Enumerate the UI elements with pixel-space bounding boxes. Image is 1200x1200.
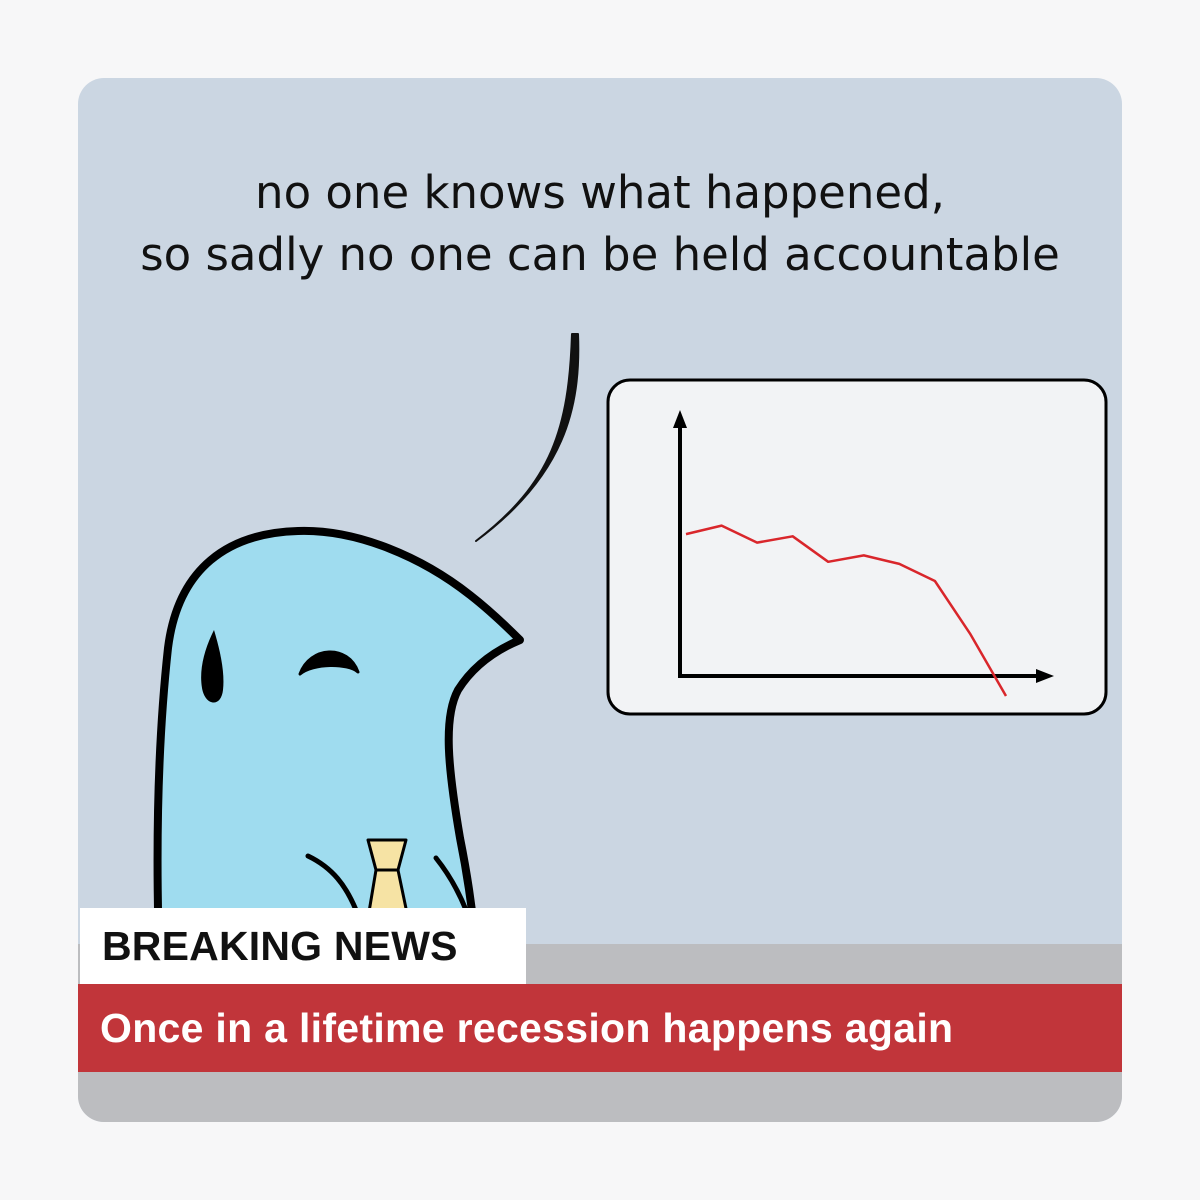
wing-stroke-left	[305, 853, 359, 913]
speech-line-1: no one knows what happened,	[255, 166, 945, 219]
news-headline: Once in a lifetime recession happens aga…	[100, 1004, 954, 1051]
speech-line-2: so sadly no one can be held accountable	[140, 228, 1060, 281]
chart-y-axis-arrow	[673, 410, 687, 428]
comic-panel: no one knows what happened, so sadly no …	[78, 78, 1122, 1122]
tie-knot	[366, 838, 408, 872]
sweat-drop-icon	[201, 630, 224, 703]
bird-body	[153, 526, 524, 982]
breaking-news-box: BREAKING NEWS	[80, 908, 526, 984]
closed-eye-icon	[298, 650, 360, 676]
bird-anchor	[153, 526, 524, 992]
chart-x-axis-arrow	[1036, 669, 1054, 683]
chart-screen	[606, 378, 1108, 716]
recession-line-chart	[673, 410, 1054, 697]
news-ticker: Once in a lifetime recession happens aga…	[78, 984, 1122, 1072]
chart-series-line	[685, 524, 1008, 697]
speech-tail	[475, 333, 580, 542]
wing-stroke-right	[433, 855, 469, 913]
comic-artwork	[153, 333, 1108, 992]
breaking-news-label: BREAKING NEWS	[102, 922, 458, 969]
